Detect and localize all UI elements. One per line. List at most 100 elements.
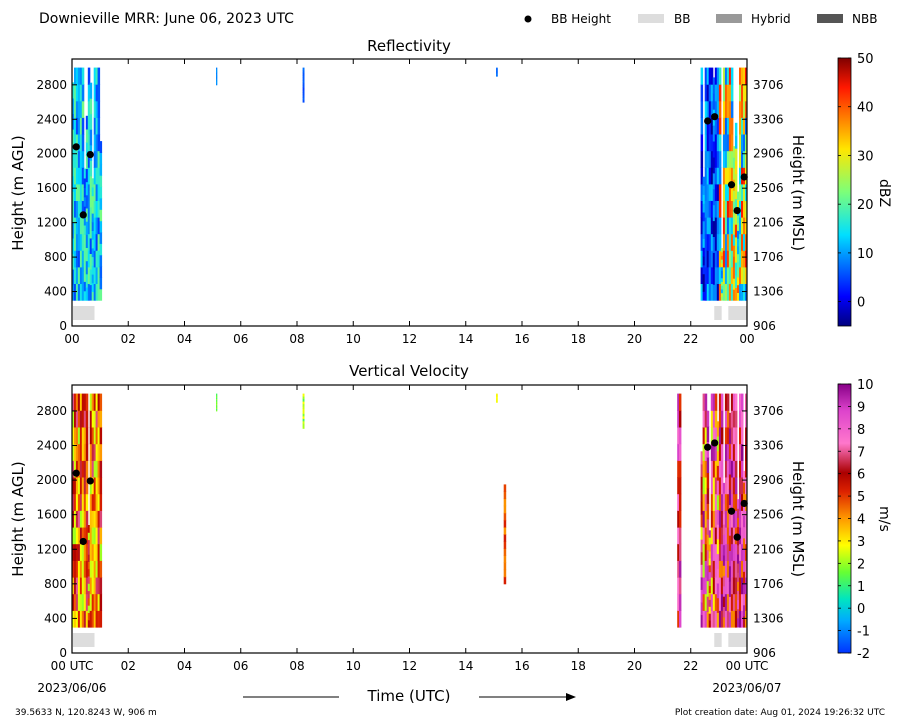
colorbar-tick-label: 0 [857, 296, 865, 311]
field-cell [724, 510, 728, 528]
x-axis: 00 02 04 06 08 10 12 14 16 18 20 22 00 [64, 59, 755, 346]
field-cell [700, 564, 704, 578]
field-cell [74, 217, 77, 235]
field-cell [720, 296, 724, 301]
field-cell [714, 217, 718, 235]
field-cell [732, 223, 736, 235]
field-cell [700, 217, 704, 235]
field-cell [712, 236, 716, 253]
field-cell [302, 410, 305, 414]
field-cell [302, 82, 305, 86]
field-cell [87, 568, 91, 577]
field-cell [722, 217, 726, 235]
field-cell [716, 167, 720, 185]
field-cell [72, 527, 75, 545]
bright-band-bar [73, 633, 747, 647]
field-cell [718, 493, 722, 511]
field-cell [739, 460, 742, 478]
field-cell [677, 543, 680, 561]
field-cell [730, 460, 734, 478]
y-tick-label: 2400 [36, 112, 67, 126]
bb-bar-segment [728, 633, 747, 647]
field-cell [74, 84, 77, 102]
field-cell [77, 100, 81, 118]
field-cell [83, 168, 87, 179]
y-right-tick-label: 1306 [753, 285, 784, 299]
field-cell [708, 578, 712, 587]
velocity-panel: Vertical Velocity 0400800120016002000240… [9, 362, 892, 673]
field-cell [79, 167, 83, 185]
field-cell [730, 217, 734, 235]
legend-bb-height-marker [524, 15, 532, 23]
field-cell [743, 582, 746, 595]
field-cell [87, 183, 91, 201]
y-right-tick-label: 3306 [753, 112, 784, 126]
field-cell [708, 266, 712, 284]
field-cell [716, 283, 720, 301]
field-cell [720, 270, 724, 275]
field-cell [81, 560, 85, 578]
field-cell [718, 100, 722, 118]
x-tick-label: 22 [683, 332, 698, 346]
field-cell [702, 238, 706, 248]
x-tick-label: 20 [627, 659, 642, 673]
field-cell [739, 477, 742, 495]
field-cell [700, 551, 704, 565]
field-cell [728, 412, 732, 429]
field-cell [739, 610, 742, 628]
field-cell [302, 425, 305, 429]
field-cell [745, 427, 748, 445]
field-cell [74, 200, 77, 218]
x-tick-label: 14 [458, 332, 473, 346]
field-cell [724, 183, 728, 201]
y-right-tick-label: 3706 [753, 78, 784, 92]
field-cell [704, 183, 708, 201]
field-cell [712, 393, 716, 411]
bb-height-points [72, 113, 748, 219]
field-cell [700, 134, 704, 152]
field-cell [743, 615, 746, 628]
field-cell [74, 266, 77, 284]
field-cell [74, 510, 77, 528]
field-cell [724, 283, 728, 301]
field-cell [737, 581, 740, 591]
y-axis-left: 0 400 800 1200 1600 2000 2400 2800 [36, 404, 77, 660]
field-cell [704, 250, 708, 268]
field-cell [79, 266, 83, 284]
field-cell [83, 543, 87, 561]
field-cell [702, 477, 706, 495]
field-cell [74, 233, 77, 251]
field-cell [745, 266, 748, 284]
field-cell [93, 217, 97, 235]
field-cell [97, 134, 101, 152]
field-cell [87, 250, 91, 268]
field-cell [72, 593, 75, 611]
field-cell [503, 519, 507, 528]
field-cell [745, 510, 748, 528]
field-cell [85, 443, 89, 461]
field-cell [89, 393, 93, 411]
field-cell [710, 443, 714, 461]
field-cell [679, 610, 682, 628]
field-cell [745, 134, 748, 152]
field-cell [496, 70, 498, 72]
field-cell [737, 261, 740, 270]
field-cell [302, 72, 305, 76]
field-cell [74, 67, 77, 85]
field-cell [81, 100, 85, 118]
field-cell [708, 134, 712, 152]
field-cell [81, 217, 85, 235]
field-cell [743, 200, 746, 218]
field-cell [83, 410, 87, 428]
field-cell [704, 393, 708, 411]
field-cell [739, 250, 742, 268]
bb-bar-segment [73, 306, 95, 320]
field-cell [700, 451, 704, 465]
field-cell [702, 610, 706, 628]
field-cell [79, 217, 83, 235]
y-tick-label: 1200 [36, 216, 67, 230]
field-cell [216, 67, 218, 70]
field-cell [724, 610, 728, 628]
field-cell [85, 393, 89, 411]
field-cell [93, 543, 97, 561]
